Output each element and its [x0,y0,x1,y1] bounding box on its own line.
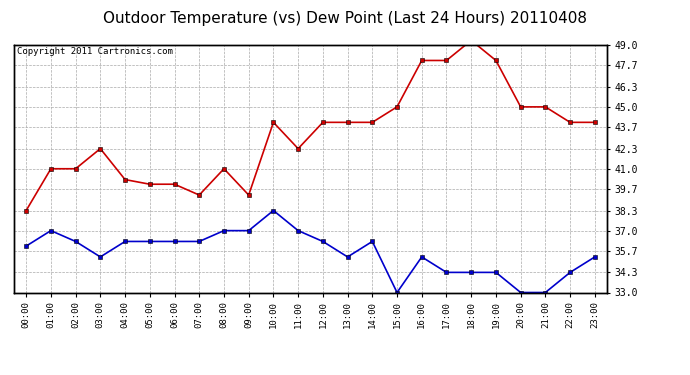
Text: Outdoor Temperature (vs) Dew Point (Last 24 Hours) 20110408: Outdoor Temperature (vs) Dew Point (Last… [103,11,587,26]
Text: Copyright 2011 Cartronics.com: Copyright 2011 Cartronics.com [17,48,172,57]
